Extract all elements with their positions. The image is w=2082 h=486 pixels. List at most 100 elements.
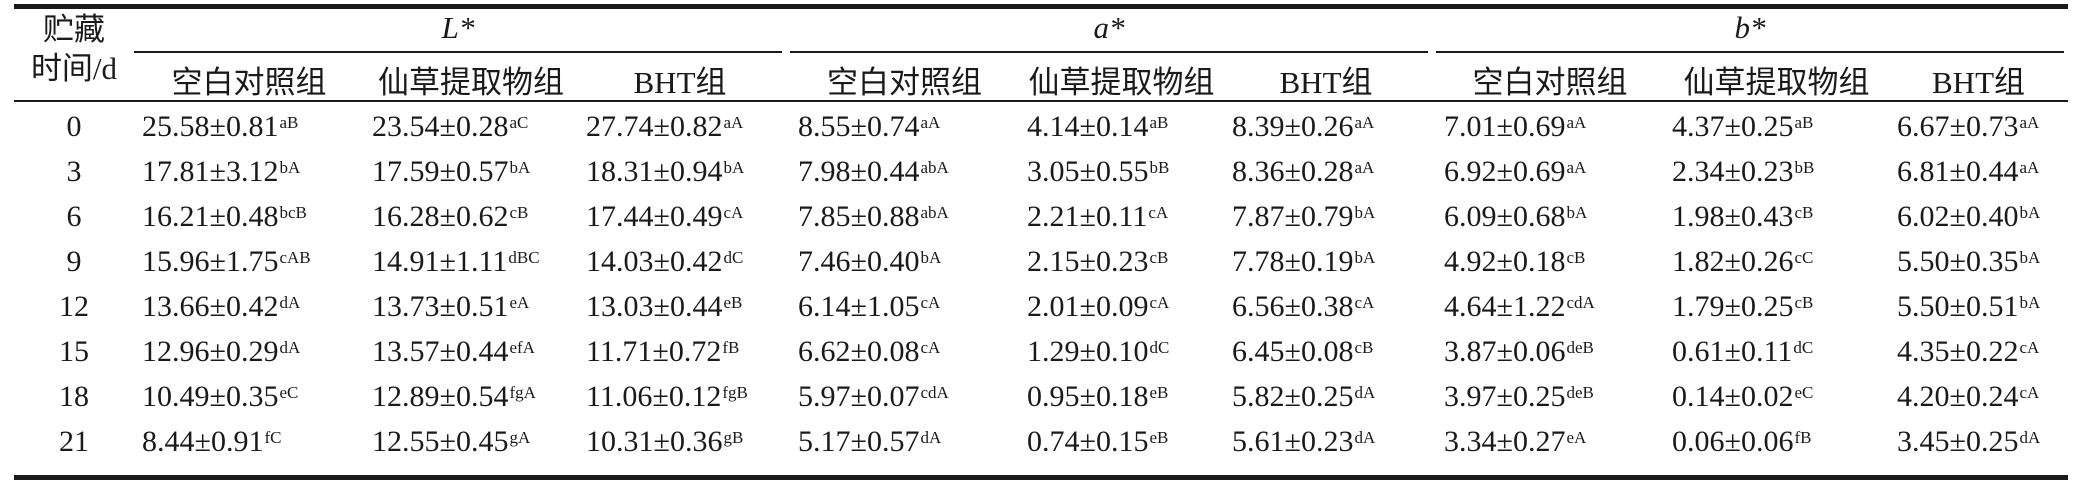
cell-value: 1.29±0.10: [1027, 335, 1149, 368]
table-cell: 12.96±0.29dA: [142, 335, 300, 369]
group-header: a*: [1093, 10, 1125, 45]
significance-letters: cA: [1149, 293, 1170, 312]
table-cell: 1.98±0.43cB: [1672, 200, 1813, 234]
cell-value: 5.50±0.35: [1897, 245, 2019, 278]
storage-day: 9: [66, 245, 82, 278]
cell-value: 6.14±1.05: [798, 290, 920, 323]
cell-value: 4.14±0.14: [1027, 110, 1149, 143]
table-cell: 23.54±0.28aC: [372, 110, 528, 144]
cell-value: 18.31±0.94: [586, 155, 723, 188]
significance-letters: bcB: [279, 203, 307, 222]
cell-value: 11.06±0.12: [586, 380, 722, 413]
storage-time-line1: 贮藏: [43, 12, 105, 47]
cell-value: 16.21±0.48: [142, 200, 279, 233]
significance-letters: cAB: [279, 248, 311, 267]
cell-value: 0.61±0.11: [1672, 335, 1793, 368]
cell-value: 3.97±0.25: [1444, 380, 1566, 413]
cell-value: 15.96±1.75: [142, 245, 279, 278]
table-cell: 8.44±0.91fC: [142, 425, 281, 459]
significance-letters: deB: [1566, 383, 1594, 402]
table-cell: 8.39±0.26aA: [1232, 110, 1374, 144]
table-cell: 1.29±0.10dC: [1027, 335, 1169, 369]
table-cell: 6.56±0.38cA: [1232, 290, 1374, 324]
significance-letters: bA: [1354, 248, 1376, 267]
storage-day: 18: [59, 380, 89, 413]
significance-letters: bA: [1566, 203, 1588, 222]
table-cell: 8.36±0.28aA: [1232, 155, 1374, 189]
table-cell: 5.50±0.35bA: [1897, 245, 2040, 279]
table-cell: 12.55±0.45gA: [372, 425, 530, 459]
cell-value: 11.71±0.72: [586, 335, 722, 368]
significance-letters: bA: [2019, 203, 2041, 222]
cell-value: 14.91±1.11: [372, 245, 508, 278]
table-cell: 4.14±0.14aB: [1027, 110, 1168, 144]
significance-letters: fB: [722, 338, 740, 357]
cell-value: 5.61±0.23: [1232, 425, 1354, 458]
significance-letters: eC: [279, 383, 299, 402]
cell-value: 12.55±0.45: [372, 425, 509, 458]
table-cell: 6.09±0.68bA: [1444, 200, 1587, 234]
table-cell: 5.17±0.57dA: [798, 425, 941, 459]
table-cell: 0.14±0.02eC: [1672, 380, 1813, 414]
significance-letters: cA: [2019, 338, 2040, 357]
cell-value: 4.35±0.22: [1897, 335, 2019, 368]
subgroup-header: 空白对照组: [171, 65, 327, 100]
significance-letters: efA: [509, 338, 535, 357]
table-cell: 27.74±0.82aA: [586, 110, 743, 144]
significance-letters: dA: [279, 338, 301, 357]
table-cell: 5.82±0.25dA: [1232, 380, 1375, 414]
significance-letters: abA: [920, 203, 949, 222]
significance-letters: bB: [1794, 158, 1815, 177]
table-cell: 3.05±0.55bB: [1027, 155, 1169, 189]
cell-value: 8.36±0.28: [1232, 155, 1354, 188]
significance-letters: bA: [509, 158, 531, 177]
table-cell: 10.49±0.35eC: [142, 380, 298, 414]
table-cell: 2.15±0.23cB: [1027, 245, 1168, 279]
significance-letters: dA: [2019, 428, 2041, 447]
table-cell: 2.34±0.23bB: [1672, 155, 1814, 189]
cell-value: 3.34±0.27: [1444, 425, 1566, 458]
cell-value: 7.01±0.69: [1444, 110, 1566, 143]
significance-letters: bA: [279, 158, 301, 177]
table-cell: 5.97±0.07cdA: [798, 380, 949, 414]
significance-letters: dC: [723, 248, 744, 267]
table-cell: 17.59±0.57bA: [372, 155, 530, 189]
cell-value: 6.92±0.69: [1444, 155, 1566, 188]
significance-letters: aB: [1149, 113, 1169, 132]
cell-value: 7.98±0.44: [798, 155, 920, 188]
cell-value: 6.81±0.44: [1897, 155, 2019, 188]
significance-letters: cB: [509, 203, 529, 222]
cell-value: 3.45±0.25: [1897, 425, 2019, 458]
cell-value: 5.82±0.25: [1232, 380, 1354, 413]
table-cell: 14.91±1.11dBC: [372, 245, 540, 279]
significance-letters: cB: [1566, 248, 1586, 267]
cell-value: 17.59±0.57: [372, 155, 509, 188]
storage-day: 0: [66, 110, 82, 143]
significance-letters: gB: [723, 428, 744, 447]
significance-letters: dC: [1149, 338, 1170, 357]
table-cell: 4.20±0.24cA: [1897, 380, 2039, 414]
significance-letters: cB: [1794, 293, 1814, 312]
significance-letters: aA: [1566, 158, 1587, 177]
significance-letters: aA: [920, 113, 941, 132]
cell-value: 2.01±0.09: [1027, 290, 1149, 323]
table-cell: 4.92±0.18cB: [1444, 245, 1585, 279]
table-cell: 3.34±0.27eA: [1444, 425, 1586, 459]
cell-value: 2.34±0.23: [1672, 155, 1794, 188]
significance-letters: aB: [1794, 113, 1814, 132]
significance-letters: cdA: [1566, 293, 1595, 312]
table-cell: 7.01±0.69aA: [1444, 110, 1586, 144]
cell-value: 7.78±0.19: [1232, 245, 1354, 278]
cell-value: 8.55±0.74: [798, 110, 920, 143]
table-cell: 0.95±0.18eB: [1027, 380, 1168, 414]
group-rule-a: [790, 51, 1428, 53]
table-cell: 13.73±0.51eA: [372, 290, 529, 324]
table-cell: 4.35±0.22cA: [1897, 335, 2039, 369]
significance-letters: eA: [1566, 428, 1587, 447]
significance-letters: dC: [1793, 338, 1814, 357]
cell-value: 8.44±0.91: [142, 425, 264, 458]
table-cell: 7.98±0.44abA: [798, 155, 949, 189]
significance-letters: aA: [2019, 113, 2040, 132]
table-cell: 6.14±1.05cA: [798, 290, 940, 324]
significance-letters: eB: [723, 293, 743, 312]
